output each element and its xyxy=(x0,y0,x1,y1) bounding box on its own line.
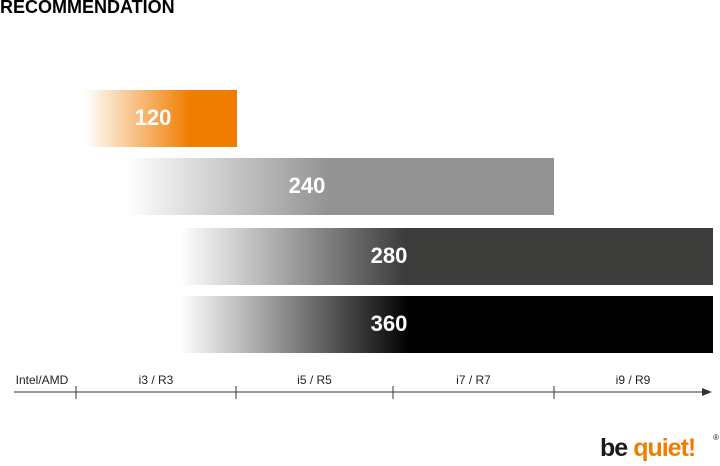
bar-label: 280 xyxy=(371,243,408,268)
bar xyxy=(127,158,554,215)
bar xyxy=(180,296,713,353)
x-tick-label: i9 / R9 xyxy=(616,373,651,387)
chart-title: RECOMMENDATION xyxy=(0,0,175,17)
bar xyxy=(180,228,713,285)
axis-label: Intel/AMD xyxy=(16,373,69,387)
logo-mark: ® xyxy=(713,433,719,442)
x-tick-label: i3 / R3 xyxy=(139,373,174,387)
bar-label: 360 xyxy=(371,311,408,336)
x-tick-label: i7 / R7 xyxy=(456,373,491,387)
axis-arrow xyxy=(702,388,712,396)
logo-first: be xyxy=(600,434,628,462)
bar-label: 120 xyxy=(135,105,172,130)
logo-second: quiet! xyxy=(633,434,695,462)
x-tick-label: i5 / R5 xyxy=(297,373,332,387)
bar-label: 240 xyxy=(289,173,326,198)
logo: be quiet! xyxy=(600,434,695,462)
bar xyxy=(85,90,237,147)
